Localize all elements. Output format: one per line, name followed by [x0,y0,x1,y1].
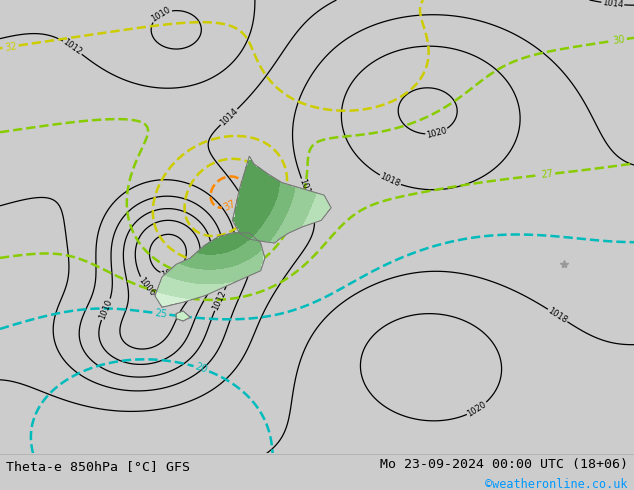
Text: 1018: 1018 [547,306,569,325]
Text: 1020: 1020 [425,126,448,140]
Text: 1010: 1010 [98,298,114,321]
Text: 1018: 1018 [378,172,401,189]
Text: 1020: 1020 [466,400,488,418]
Text: 20: 20 [194,362,209,375]
Text: 30: 30 [612,34,626,46]
Text: 1006: 1006 [136,275,157,298]
Text: 1014: 1014 [602,0,624,9]
Text: 32: 32 [263,218,278,234]
Text: 1014: 1014 [218,106,240,127]
Text: 1016: 1016 [298,178,314,201]
Polygon shape [176,311,190,321]
Text: 32: 32 [4,41,18,52]
Text: Theta-e 850hPa [°C] GFS: Theta-e 850hPa [°C] GFS [6,460,190,473]
Text: 1004: 1004 [160,265,183,280]
Text: 1012: 1012 [211,289,228,312]
Polygon shape [155,233,265,307]
Text: 35: 35 [240,210,256,225]
Text: 27: 27 [540,169,554,180]
Text: 1008: 1008 [190,274,209,296]
Text: ©weatheronline.co.uk: ©weatheronline.co.uk [485,478,628,490]
Polygon shape [233,156,331,243]
Text: 1012: 1012 [61,38,84,57]
Text: 1010: 1010 [150,5,172,24]
Text: 25: 25 [154,308,168,319]
Text: 37: 37 [222,198,238,213]
Text: Mo 23-09-2024 00:00 UTC (18+06): Mo 23-09-2024 00:00 UTC (18+06) [380,458,628,471]
